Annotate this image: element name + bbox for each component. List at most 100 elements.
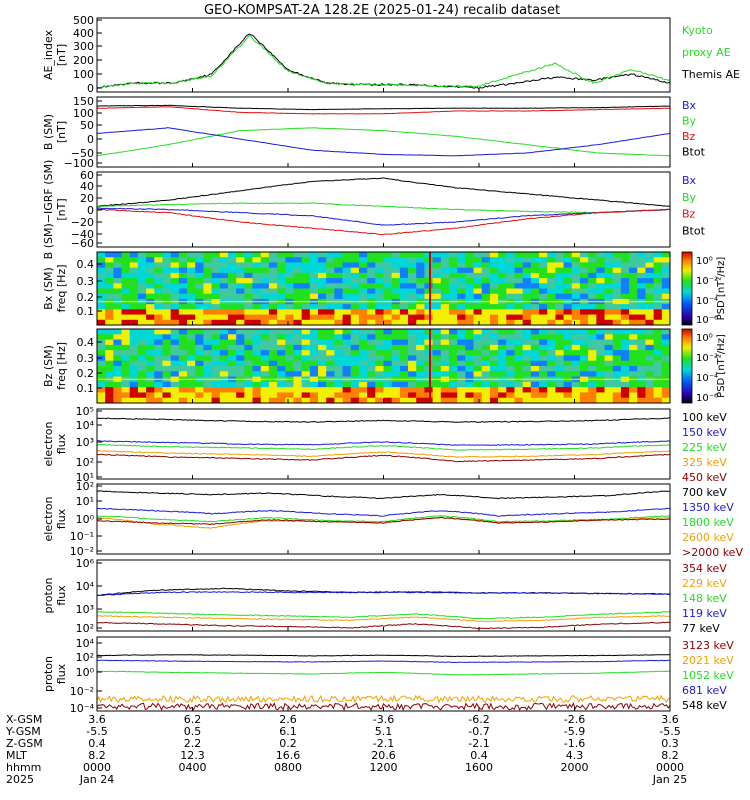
y-axis-label: electron [42, 422, 55, 467]
spectrogram-cell [604, 397, 614, 404]
spectrogram-cell [555, 283, 564, 289]
spectrogram-cell [391, 309, 401, 315]
spectrogram-cell [367, 252, 376, 258]
spectrogram-cell [195, 366, 204, 372]
spectrogram-cell [571, 339, 581, 346]
y-tick-label: 0.2 [77, 367, 95, 380]
spectrogram-cell [596, 319, 605, 326]
spectrogram-cell [170, 288, 180, 295]
spectrogram-cell [195, 278, 204, 284]
spectrogram-cell [252, 387, 262, 393]
spectrogram-cell [367, 339, 376, 346]
spectrogram-cell [326, 272, 335, 279]
spectrogram-cell [285, 319, 294, 326]
spectrogram-cell [391, 267, 401, 274]
spectrogram-cell [268, 344, 278, 351]
spectrogram-cell [129, 397, 139, 404]
spectrogram-cell [416, 283, 425, 289]
spectrogram-cell [293, 278, 303, 284]
ephemeris-value: 0000 [656, 761, 684, 774]
spectrogram-cell [506, 319, 515, 326]
spectrogram-cell [489, 366, 499, 372]
spectrogram-cell [547, 262, 556, 269]
spectrogram-cell [301, 371, 311, 377]
spectrogram-cell [448, 304, 458, 310]
spectrogram-cell [252, 339, 262, 346]
spectrogram-cell [252, 262, 262, 269]
spectrogram-cell [162, 293, 172, 300]
spectrogram-cell [268, 371, 278, 377]
spectrogram-cell [203, 371, 212, 377]
spectrogram-cell [473, 267, 483, 274]
spectrogram-cell [211, 371, 221, 377]
spectrogram-cell [301, 293, 311, 300]
spectrogram-cell [146, 278, 155, 284]
y-tick-label: 50 [80, 119, 94, 132]
spectrogram-cell [506, 387, 515, 393]
spectrogram-cell [178, 334, 188, 340]
spectrogram-cell [604, 304, 614, 310]
spectrogram-cell [465, 293, 474, 300]
series-line-1052-kev [96, 670, 671, 676]
ephemeris-value: -1.6 [564, 737, 585, 750]
spectrogram-cell [326, 371, 335, 377]
spectrogram-cell [113, 329, 122, 335]
spectrogram-cell [326, 267, 335, 274]
spectrogram-cell [318, 288, 327, 295]
spectrogram-cell [358, 272, 368, 279]
spectrogram-cell [448, 262, 458, 269]
spectrogram-cell [612, 314, 622, 321]
spectrogram-cell [252, 371, 262, 377]
spectrogram-cell [604, 355, 614, 362]
spectrogram-cell [481, 304, 491, 310]
spectrogram-cell [170, 309, 180, 315]
series-line-bz [96, 208, 671, 236]
spectrogram-cell [170, 283, 180, 289]
spectrogram-cell [252, 304, 262, 310]
spectrogram-cell [105, 397, 114, 404]
spectrogram-cell [399, 293, 409, 300]
spectrogram-cell [399, 371, 409, 377]
spectrogram-cell [301, 252, 311, 258]
spectrogram-cell [555, 329, 564, 335]
spectrogram-cell [277, 360, 286, 367]
spectrogram-cell [653, 329, 663, 335]
spectrogram-cell [162, 319, 172, 326]
spectrogram-cell [399, 272, 409, 279]
spectrogram-cell [219, 252, 229, 258]
spectrogram-cell [506, 272, 515, 279]
spectrogram-cell [604, 252, 614, 258]
spectrogram-cell [588, 339, 597, 346]
spectrogram-cell [277, 288, 286, 295]
spectrogram-cell [244, 304, 253, 310]
legend-entry: 354 keV [682, 562, 727, 575]
spectrogram-cell [465, 334, 474, 340]
spectrogram-cell [358, 392, 368, 399]
spectrogram-cell [571, 262, 581, 269]
spectrogram-cell [187, 366, 196, 372]
spectrogram-cell [309, 257, 319, 263]
spectrogram-cell [588, 257, 597, 263]
spectrogram-cell [137, 283, 147, 289]
spectrogram-cell [178, 257, 188, 263]
spectrogram-cell [539, 344, 548, 351]
spectrogram-cell [416, 257, 425, 263]
y-tick-label: 10⁴ [76, 419, 95, 432]
spectrogram-cell [268, 329, 278, 335]
spectrogram-cell [309, 283, 319, 289]
spectrogram-cell [162, 366, 172, 372]
spectrogram-cell [604, 314, 614, 321]
spectrogram-cell [530, 257, 540, 263]
spectrogram-cell [637, 360, 646, 367]
spectrogram-cell [97, 304, 106, 310]
spectrogram-cell [309, 309, 319, 315]
ephemeris-value: -6.2 [468, 713, 489, 726]
spectrogram-cell [178, 371, 188, 377]
spectrogram-cell [457, 334, 466, 340]
spectrogram-cell [530, 314, 540, 321]
spectrogram-cell [416, 360, 425, 367]
spectrogram-cell [326, 252, 335, 258]
spectrogram-cell [268, 272, 278, 279]
spectrogram-cell [661, 257, 671, 263]
